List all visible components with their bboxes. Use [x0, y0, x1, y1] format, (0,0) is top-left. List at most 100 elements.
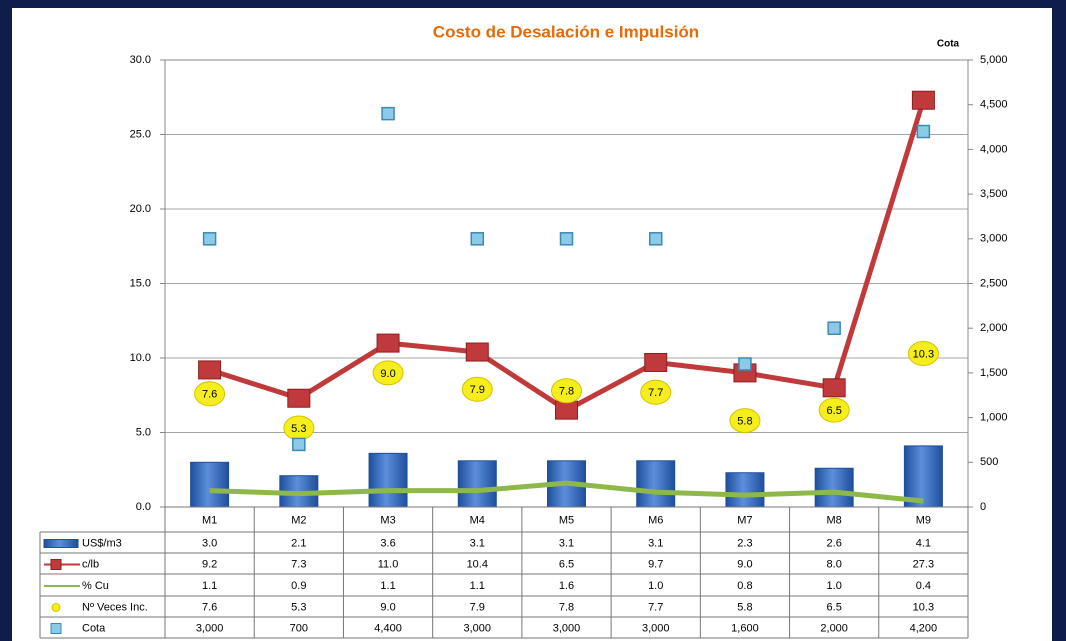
- table-cell: 2,000: [820, 622, 848, 634]
- table-cell: 3.6: [380, 537, 395, 549]
- y-tick-label: 10.0: [130, 352, 151, 364]
- table-cell: 1.0: [648, 580, 663, 592]
- bar: [636, 460, 676, 508]
- y2-tick-label: 500: [980, 456, 998, 468]
- table-cell: 9.0: [737, 558, 752, 570]
- table-cell: 8.0: [827, 558, 842, 570]
- y2-tick-label: 1,000: [980, 412, 1008, 424]
- scatter-point: [470, 232, 485, 246]
- data-label: 10.3: [913, 348, 934, 360]
- data-label: 7.9: [470, 384, 485, 396]
- table-cell: 3.0: [202, 537, 217, 549]
- line-marker: [911, 90, 935, 110]
- scatter-point: [827, 321, 841, 335]
- line-marker: [465, 342, 489, 362]
- scatter-point: [916, 124, 931, 139]
- data-label: 7.7: [648, 387, 663, 399]
- bar: [903, 445, 943, 508]
- table-cell: 7.6: [202, 601, 217, 613]
- chart-title: Costo de Desalación e Impulsión: [433, 22, 699, 41]
- y-tick-label: 20.0: [130, 203, 151, 215]
- y-tick-label: 25.0: [130, 128, 151, 140]
- label-bubble: [551, 378, 582, 404]
- legend-key: [50, 623, 62, 634]
- legend-label: Nº Veces Inc.: [82, 601, 148, 613]
- label-bubble: [729, 408, 761, 434]
- x-tick-label: M8: [827, 514, 842, 526]
- data-label: 7.8: [559, 386, 574, 398]
- y2-tick-label: 4,500: [980, 99, 1008, 111]
- table-cell: 6.5: [827, 601, 842, 613]
- chart-area: [12, 8, 1052, 641]
- line-marker: [822, 378, 846, 398]
- y2-tick-label: 2,500: [980, 277, 1008, 289]
- label-bubble: [818, 397, 850, 423]
- data-label: 5.3: [291, 423, 306, 435]
- scatter-point: [292, 437, 306, 452]
- bar: [725, 472, 765, 508]
- x-tick-label: M3: [380, 514, 395, 526]
- table-cell: 1.1: [380, 580, 395, 592]
- table-cell: 7.8: [559, 601, 574, 613]
- table-cell: 4,400: [374, 622, 402, 634]
- y-tick-label: 5.0: [136, 426, 151, 438]
- table-cell: 11.0: [378, 558, 399, 570]
- label-bubble: [194, 381, 226, 407]
- table-cell: 1.0: [827, 580, 842, 592]
- table-cell: 7.3: [291, 558, 306, 570]
- table-cell: 1.1: [202, 580, 217, 592]
- table-cell: 3,000: [196, 622, 224, 634]
- table-cell: 0.9: [291, 580, 306, 592]
- y-tick-label: 0.0: [136, 501, 151, 513]
- x-tick-label: M2: [291, 514, 306, 526]
- scatter-point: [559, 232, 574, 246]
- y2-tick-label: 3,000: [980, 233, 1008, 245]
- table-cell: 1,600: [731, 622, 759, 634]
- y-tick-label: 30.0: [130, 54, 151, 66]
- table-cell: 3,000: [553, 622, 581, 634]
- legend-label: US$/m3: [82, 537, 122, 549]
- y2-tick-label: 4,000: [980, 143, 1008, 155]
- legend-key: [51, 603, 61, 612]
- x-tick-label: M4: [470, 514, 485, 526]
- line-marker: [198, 360, 222, 380]
- table-cell: 4,200: [910, 622, 938, 634]
- line-marker: [376, 333, 400, 353]
- y2-tick-label: 2,000: [980, 322, 1008, 334]
- scatter-point: [381, 106, 395, 121]
- bar: [190, 461, 230, 508]
- y2-tick-label: 1,500: [980, 367, 1008, 379]
- scatter-point: [202, 232, 217, 246]
- table-cell: 2.1: [291, 537, 306, 549]
- line-marker: [644, 352, 668, 372]
- table-cell: 7.9: [470, 601, 485, 613]
- table-cell: 3,000: [464, 622, 492, 634]
- y2-axis-title: Cota: [937, 39, 960, 50]
- table-cell: 9.7: [648, 558, 663, 570]
- y2-tick-label: 3,500: [980, 188, 1008, 200]
- table-cell: 9.2: [202, 558, 217, 570]
- data-label: 7.6: [202, 389, 217, 401]
- table-cell: 5.3: [291, 601, 306, 613]
- x-tick-label: M9: [916, 514, 931, 526]
- y2-tick-label: 0: [980, 501, 986, 513]
- data-label: 9.0: [380, 368, 395, 380]
- table-cell: 10.4: [467, 558, 488, 570]
- table-cell: 3,000: [642, 622, 670, 634]
- bar: [814, 467, 854, 508]
- table-cell: 10.3: [913, 601, 934, 613]
- data-label: 5.8: [737, 415, 752, 427]
- table-cell: 5.8: [737, 601, 752, 613]
- y2-tick-label: 5,000: [980, 54, 1008, 66]
- table-cell: 2.6: [827, 537, 842, 549]
- label-bubble: [461, 376, 493, 402]
- legend-key: [43, 539, 79, 548]
- table-cell: 3.1: [648, 537, 663, 549]
- label-bubble: [372, 360, 404, 386]
- data-label: 6.5: [827, 405, 842, 417]
- legend-key: [50, 559, 62, 570]
- table-cell: 0.4: [916, 580, 931, 592]
- legend-label: % Cu: [82, 580, 109, 592]
